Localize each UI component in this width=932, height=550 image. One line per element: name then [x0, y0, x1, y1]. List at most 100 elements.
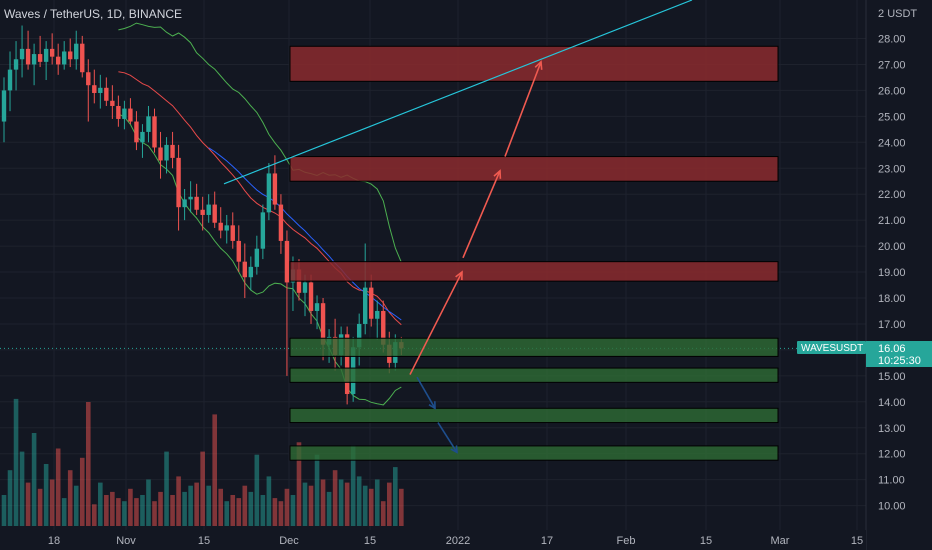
volume-bar	[188, 485, 193, 526]
support-zone	[289, 337, 779, 357]
candle-body	[86, 72, 91, 86]
volume-bar	[43, 464, 49, 526]
price-tick-label: 13.00	[878, 423, 906, 435]
price-tick-label: 10.00	[878, 501, 906, 513]
candle	[278, 194, 284, 254]
candle	[49, 33, 55, 65]
candle-body	[194, 196, 199, 210]
drawings	[223, 0, 693, 454]
candle	[68, 38, 73, 68]
candle	[212, 191, 217, 228]
projection-arrow-up	[462, 170, 501, 259]
price-tick-label: 15.00	[878, 371, 906, 383]
volume-bar	[55, 448, 61, 526]
volume-bar	[79, 457, 85, 526]
moving-average-red-line	[118, 71, 402, 326]
price-tick-label: 27.00	[878, 59, 906, 71]
candle-body	[356, 323, 362, 348]
candle	[200, 196, 205, 231]
time-axis[interactable]: 18 Nov 15 Dec 15 2022 17 Feb 15 Mar 15	[0, 530, 866, 550]
resistance-zone	[289, 261, 779, 282]
candle	[260, 204, 266, 260]
candle	[92, 69, 97, 104]
time-tick-label: 15	[700, 535, 712, 547]
price-tag-price: 16.06	[878, 343, 906, 355]
candle-body	[37, 54, 43, 62]
volume-bar	[230, 495, 236, 526]
candle	[224, 214, 229, 244]
volume-bar	[296, 442, 302, 526]
volume-bar	[7, 470, 13, 526]
price-tag-symbol: WAVESUSDT	[801, 343, 863, 354]
volume-bar	[308, 485, 314, 526]
volume-bar	[182, 491, 187, 526]
projection-arrowhead-down	[428, 401, 436, 410]
candle-body	[134, 121, 139, 143]
candle	[254, 235, 260, 275]
volume-bar	[37, 488, 43, 526]
volume-bar	[314, 454, 320, 526]
volume-bar	[31, 433, 37, 526]
volume-bar	[98, 482, 103, 526]
candle-body	[260, 212, 266, 249]
candle-body	[236, 240, 241, 262]
candle-body	[302, 282, 308, 293]
volume-bar	[134, 498, 139, 526]
candle	[369, 274, 374, 327]
candle	[122, 100, 127, 130]
price-tick-label: 23.00	[878, 163, 906, 175]
candle-body	[344, 334, 350, 395]
volume-bar	[338, 479, 344, 526]
candle-body	[375, 310, 380, 319]
candle-body	[31, 54, 37, 65]
time-tick-label: 15	[851, 535, 863, 547]
volume-bar	[1, 495, 7, 526]
volume-bar	[13, 398, 19, 526]
candle-body	[74, 43, 79, 60]
volume-bar	[344, 482, 350, 526]
volume-bar	[212, 414, 217, 526]
volume-bar	[170, 495, 175, 526]
candle-body	[182, 199, 187, 208]
projection-arrowhead-up	[493, 169, 502, 179]
candle	[170, 131, 175, 169]
volume-bar	[284, 488, 290, 526]
candle-body	[266, 173, 272, 213]
volume-bar	[116, 498, 121, 526]
candle-body	[49, 48, 55, 57]
candle	[128, 98, 133, 125]
price-tick-label: 21.00	[878, 215, 906, 227]
candle-body	[1, 90, 7, 122]
candle-body	[152, 116, 157, 148]
price-tick-label: 24.00	[878, 137, 906, 149]
candle-body	[308, 282, 314, 311]
price-tick-label: 28.00	[878, 34, 906, 46]
volume-bar	[176, 476, 181, 526]
price-tick-label: 12.00	[878, 449, 906, 461]
time-tick-label: 15	[198, 535, 210, 547]
time-tick-label: 18	[48, 535, 60, 547]
candle-body	[272, 173, 278, 205]
current-price-tag: WAVESUSDT 16.06 10:25:30	[797, 341, 932, 367]
candle	[188, 181, 193, 213]
volume-bar	[85, 402, 91, 526]
projection-arrow-down	[437, 422, 458, 453]
volume-bar	[122, 501, 127, 526]
candle-body	[212, 204, 217, 223]
price-axis[interactable]: 2 USDT 28.00 27.00 26.00 25.00 24.00 23.00 22.…	[865, 0, 932, 550]
candle-body	[19, 48, 25, 60]
candle-body	[200, 209, 205, 215]
candle-body	[164, 144, 169, 161]
candle-body	[92, 85, 97, 93]
candle	[152, 108, 157, 153]
volume-bar	[224, 501, 230, 526]
candle	[146, 105, 151, 143]
time-tick-label: 2022	[446, 535, 470, 547]
volume-bar	[380, 501, 386, 526]
volume-bar	[158, 491, 163, 526]
candle	[140, 124, 145, 158]
candle-body	[381, 310, 386, 345]
candle	[164, 137, 169, 174]
